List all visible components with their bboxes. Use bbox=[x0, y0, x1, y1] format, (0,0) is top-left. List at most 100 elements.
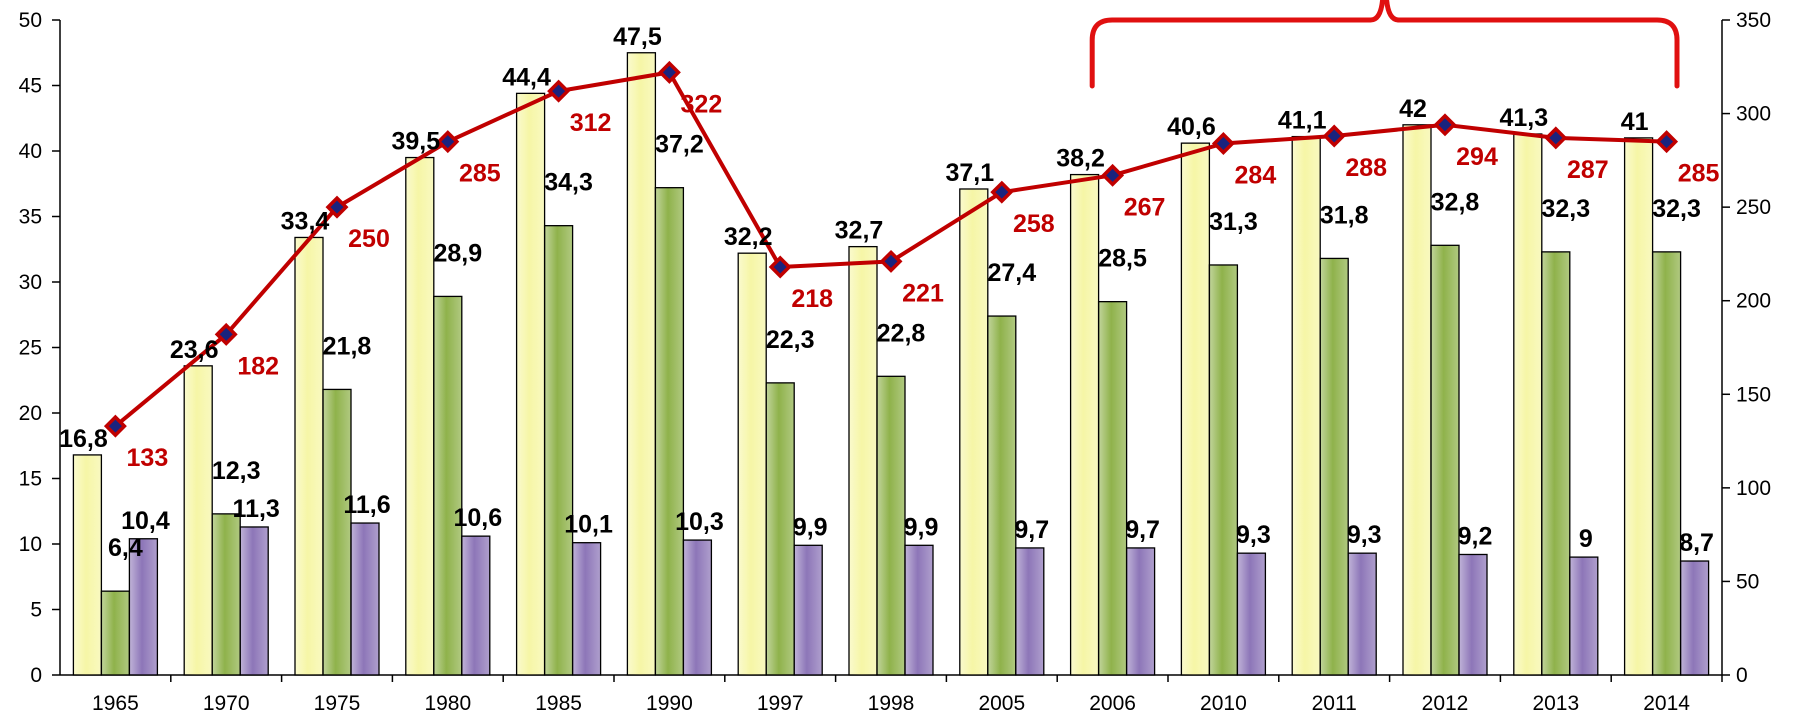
bar bbox=[72, 454, 103, 676]
bar-data-label: 27,4 bbox=[987, 259, 1036, 287]
y-left-tick-label: 5 bbox=[30, 599, 42, 622]
bar bbox=[1402, 124, 1432, 676]
bar bbox=[1347, 552, 1377, 676]
bar bbox=[294, 236, 324, 676]
bar-data-label: 39,5 bbox=[391, 128, 440, 156]
line-marker bbox=[768, 255, 792, 279]
bar bbox=[848, 245, 878, 676]
bar bbox=[765, 382, 795, 676]
bar-data-label: 41,3 bbox=[1499, 104, 1548, 132]
y-right-tick-label: 350 bbox=[1736, 9, 1771, 32]
y-right-tick-label: 200 bbox=[1736, 290, 1771, 313]
bar-data-label: 32,7 bbox=[835, 217, 884, 245]
bar-data-label: 32,2 bbox=[724, 223, 773, 251]
x-tick-label: 2005 bbox=[978, 692, 1025, 715]
y-right-tick-label: 150 bbox=[1736, 383, 1771, 406]
bar-data-label: 41 bbox=[1621, 108, 1649, 136]
x-tick-label: 1975 bbox=[314, 692, 361, 715]
x-tick-label: 1970 bbox=[203, 692, 250, 715]
bar-data-label: 37,1 bbox=[945, 159, 994, 187]
bar bbox=[1541, 251, 1571, 676]
bar-data-label: 32,8 bbox=[1431, 188, 1480, 216]
bar-data-label: 9,9 bbox=[793, 513, 828, 541]
line-marker bbox=[547, 79, 571, 103]
line-marker bbox=[1655, 130, 1679, 154]
bar-data-label: 11,6 bbox=[343, 491, 390, 519]
bar bbox=[1430, 244, 1460, 676]
x-tick-label: 1990 bbox=[646, 692, 693, 715]
x-tick-label: 2011 bbox=[1312, 692, 1357, 715]
x-tick-label: 2014 bbox=[1643, 692, 1690, 715]
bar-data-label: 9,7 bbox=[1125, 516, 1160, 544]
line-data-label: 284 bbox=[1235, 162, 1277, 190]
bar-data-label: 8,7 bbox=[1679, 529, 1714, 557]
bar bbox=[876, 375, 906, 676]
bar bbox=[433, 295, 463, 676]
y-left-tick-label: 0 bbox=[30, 664, 42, 687]
line-data-label: 285 bbox=[459, 160, 501, 188]
line-marker bbox=[1322, 124, 1346, 148]
y-left-tick-label: 15 bbox=[19, 468, 42, 491]
line-data-label: 221 bbox=[902, 279, 944, 307]
bar bbox=[1513, 133, 1543, 676]
y-left-tick-label: 35 bbox=[19, 206, 42, 229]
bar-data-label: 28,5 bbox=[1098, 245, 1147, 273]
line-marker bbox=[1101, 163, 1125, 187]
bar-data-label: 28,9 bbox=[433, 239, 482, 267]
line-data-label: 218 bbox=[791, 285, 833, 313]
bar bbox=[1236, 552, 1267, 676]
bar-data-label: 22,8 bbox=[877, 319, 926, 347]
bar bbox=[128, 538, 159, 676]
bar bbox=[515, 92, 546, 676]
y-right-tick-label: 100 bbox=[1736, 477, 1771, 500]
bar-data-label: 10,6 bbox=[453, 504, 502, 532]
bar-data-label: 9,9 bbox=[904, 513, 939, 541]
bar-data-label: 6,4 bbox=[108, 534, 143, 562]
annotation bbox=[1089, 0, 1680, 89]
bar-data-label: 31,3 bbox=[1209, 208, 1258, 236]
line-data-label: 285 bbox=[1678, 160, 1720, 188]
bar-data-label: 31,8 bbox=[1320, 201, 1369, 229]
bar-data-label: 40,6 bbox=[1167, 113, 1216, 141]
y-left-tick-label: 10 bbox=[19, 533, 42, 556]
bar-data-label: 37,2 bbox=[655, 131, 704, 159]
bar bbox=[1458, 553, 1488, 676]
bar-data-label: 42 bbox=[1399, 95, 1427, 123]
bar-data-label: 34,3 bbox=[544, 169, 593, 197]
bar bbox=[1291, 135, 1321, 676]
line-data-label: 287 bbox=[1567, 156, 1609, 184]
y-left-tick-label: 30 bbox=[19, 271, 42, 294]
line-marker bbox=[214, 322, 238, 346]
y-left-tick-label: 40 bbox=[19, 140, 42, 163]
line-marker bbox=[325, 195, 349, 219]
line-marker bbox=[103, 414, 127, 438]
line-marker bbox=[436, 130, 460, 154]
bar bbox=[1180, 142, 1211, 676]
line-data-label: 288 bbox=[1345, 154, 1387, 182]
bar bbox=[543, 225, 574, 676]
bar-data-label: 11,3 bbox=[233, 495, 280, 523]
line-data-label: 312 bbox=[570, 109, 612, 137]
bars bbox=[72, 52, 1710, 676]
bar bbox=[1125, 547, 1156, 676]
bar bbox=[405, 156, 435, 676]
bar bbox=[461, 535, 491, 676]
bar bbox=[322, 388, 352, 676]
x-tick-label: 2013 bbox=[1532, 692, 1579, 715]
line-data-label: 133 bbox=[127, 444, 169, 472]
bar bbox=[350, 522, 380, 676]
line-marker bbox=[657, 60, 681, 84]
bar bbox=[654, 187, 685, 676]
bar bbox=[1208, 264, 1239, 676]
y-right-tick-label: 300 bbox=[1736, 103, 1771, 126]
x-tick-label: 2012 bbox=[1422, 692, 1469, 715]
bar bbox=[626, 52, 657, 676]
line-marker bbox=[879, 249, 903, 273]
bar bbox=[1679, 560, 1710, 676]
bar-data-label: 47,5 bbox=[613, 23, 662, 51]
bar-data-label: 9 bbox=[1579, 525, 1593, 553]
line-marker bbox=[1433, 113, 1457, 137]
bar-data-label: 21,8 bbox=[323, 332, 372, 360]
bar bbox=[571, 542, 602, 676]
